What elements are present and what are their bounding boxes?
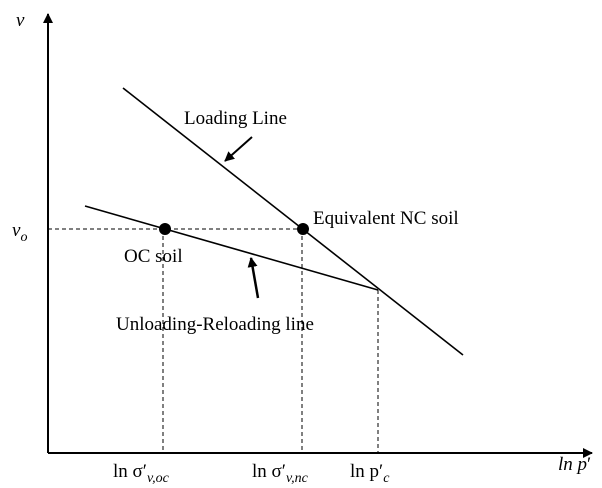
x-axis-label: ln p′ xyxy=(558,454,591,475)
x-mark-label: ln σ′v,nc xyxy=(252,461,309,486)
loading-label: Loading Line xyxy=(184,108,287,129)
v0-label: vo xyxy=(12,220,27,245)
x-mark-label: ln σ′v,oc xyxy=(113,461,170,486)
y-axis-label: v xyxy=(16,10,25,31)
pointer xyxy=(224,136,253,162)
oc-point xyxy=(159,223,171,235)
loading-line xyxy=(122,87,464,356)
x-mark-label: ln p′c xyxy=(350,461,390,486)
guides xyxy=(48,228,379,453)
nc-label: Equivalent NC soil xyxy=(313,208,459,229)
nc-point xyxy=(297,223,309,235)
unloading-label: Unloading-Reloading line xyxy=(116,314,314,335)
pointer xyxy=(247,257,260,299)
unloading-line xyxy=(84,205,379,291)
oc-label: OC soil xyxy=(124,246,183,267)
